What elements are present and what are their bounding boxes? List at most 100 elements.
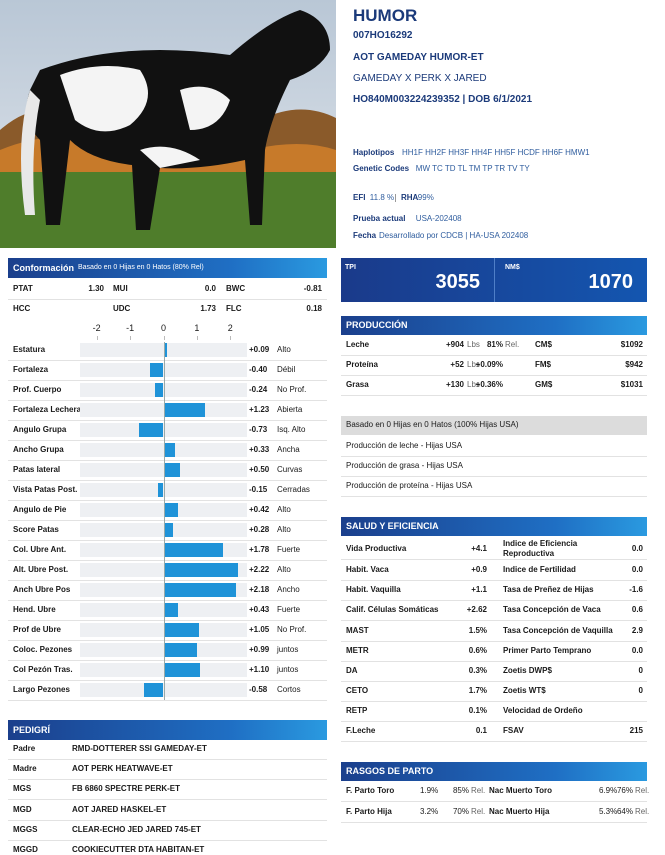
divider [8, 620, 327, 621]
trait-descriptor: Curvas [277, 465, 303, 474]
trait-name: Prof de Ubre [13, 625, 62, 634]
calving-rel: 70% [452, 807, 469, 816]
trait-name: Fortaleza [13, 365, 49, 374]
calving-value: 6.9% [599, 786, 618, 795]
calving-label: Nac Muerto Hija [489, 807, 550, 816]
divider [341, 395, 647, 396]
daughter-item: Producción de grasa - Hijas USA [346, 461, 463, 470]
divider [8, 520, 327, 521]
summary-label: UDC [113, 304, 131, 313]
summary-value: 0.18 [306, 304, 322, 313]
health-label: Tasa Concepción de Vaca [503, 605, 601, 614]
pedigree-value: AOT PERK HEATWAVE-ET [72, 764, 173, 774]
health-value: +2.62 [466, 605, 487, 614]
trait-value: +1.05 [249, 625, 270, 634]
health-value: 0.3% [468, 666, 487, 675]
detail-value: USA-202408 [415, 214, 462, 223]
trait-name: Ancho Grupa [13, 445, 64, 454]
trait-value: +0.28 [249, 525, 270, 534]
axis-tick [130, 336, 132, 340]
unit: Rel. [635, 807, 650, 816]
summary-value: -0.81 [303, 284, 322, 293]
trait-value: +0.43 [249, 605, 270, 614]
pedigree-short: GAMEDAY X PERK X JARED [353, 73, 487, 84]
trait-descriptor: Alto [277, 565, 291, 574]
unit: Rel. [471, 786, 486, 795]
bull-photo [0, 0, 336, 248]
bull-name: HUMOR [353, 6, 418, 25]
trait-descriptor: Cortos [277, 685, 301, 694]
trait-name: Largo Pezones [13, 685, 70, 694]
trait-name: Fortaleza Lechera [13, 405, 82, 414]
trait-name: Col Pezón Tras. [13, 665, 73, 674]
value: +130 [445, 380, 464, 389]
unit: Lbs [467, 360, 480, 369]
divider [341, 681, 647, 682]
divider [8, 660, 327, 661]
index-value: $1031 [620, 380, 643, 389]
trait-value: +0.09 [249, 345, 270, 354]
trait-value: -0.40 [249, 365, 268, 374]
divider [341, 801, 647, 802]
health-value: 0.6 [631, 605, 643, 614]
section-header [341, 762, 647, 781]
bar [163, 543, 223, 557]
summary-label: MUI [113, 284, 128, 293]
trait-value: -0.58 [249, 685, 268, 694]
health-label: Vida Productiva [346, 544, 407, 553]
health-label: MAST [346, 626, 369, 635]
trait-descriptor: Cerradas [277, 485, 310, 494]
bar [163, 343, 167, 357]
pedigree-value: RMD-DOTTERER SSI GAMEDAY-ET [72, 744, 207, 753]
pedigree-value: AOT JARED HASKEL-ET [72, 804, 167, 814]
bar [163, 583, 237, 597]
trait-value: -0.24 [249, 385, 268, 394]
health-label: Calif. Células Somáticas [346, 605, 439, 614]
trait-descriptor: Isq. Alto [277, 425, 306, 434]
trait-descriptor: Ancho [277, 585, 300, 594]
health-label: F.Leche [346, 726, 376, 735]
trait-value: +0.33 [249, 445, 270, 454]
calving-value: 5.3% [599, 807, 618, 816]
health-value: +1.1 [471, 585, 487, 594]
divider [8, 759, 327, 760]
divider [341, 701, 647, 702]
index-name: CM$ [535, 340, 552, 349]
bar [163, 663, 201, 677]
bar [163, 443, 175, 457]
trait-descriptor: Fuerte [277, 545, 301, 554]
index-name: FM$ [535, 360, 551, 369]
unit: Lbs [467, 380, 480, 389]
section-header [341, 517, 647, 536]
divider [8, 380, 327, 381]
detail-label: Genetic Codes [353, 164, 410, 173]
trait-descriptor: Alto [277, 525, 291, 534]
summary-label: FLC [226, 304, 242, 313]
pedigree-label: MGS [13, 784, 32, 794]
axis-tick [96, 336, 98, 340]
divider [341, 496, 647, 497]
bar [144, 683, 164, 697]
trait-name: Estatura [13, 345, 46, 354]
bar [139, 423, 164, 437]
divider [8, 460, 327, 461]
axis-tick [196, 336, 198, 340]
pedigree-label: MGGD [13, 845, 38, 854]
pedigree-label: Madre [13, 764, 37, 774]
index-label: NM$ [505, 264, 520, 271]
bull-code: 007HO16292 [353, 30, 413, 41]
divider [8, 839, 327, 841]
divider [8, 420, 327, 421]
trait-value: +1.10 [249, 665, 270, 674]
subheader-title: Basado en 0 Hijas en 0 Hatos (100% Hijas… [346, 420, 519, 429]
divider [8, 540, 327, 541]
index-label: TPI [345, 264, 356, 271]
trait-value: -0.73 [249, 425, 268, 434]
bar [163, 463, 181, 477]
divider [8, 440, 327, 441]
divider [341, 600, 647, 601]
bar [158, 483, 164, 497]
axis-tick-label: 1 [194, 323, 200, 333]
trait-name: Prof. Cuerpo [13, 385, 62, 394]
divider [341, 641, 647, 642]
